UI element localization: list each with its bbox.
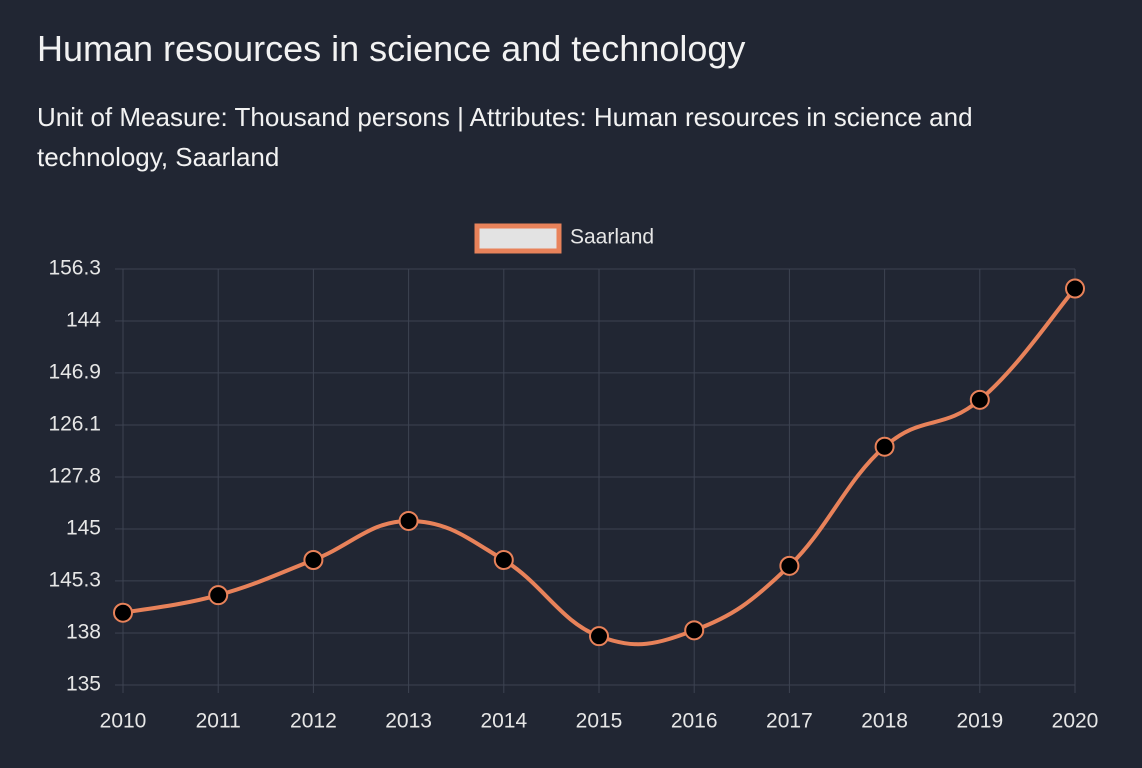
x-tick-label: 2014 bbox=[480, 710, 527, 733]
x-tick-label: 2016 bbox=[671, 710, 718, 733]
data-point bbox=[589, 626, 609, 647]
x-tick-label: 2017 bbox=[766, 710, 813, 733]
x-tick-label: 2011 bbox=[196, 710, 241, 733]
data-point bbox=[303, 550, 324, 571]
data-point bbox=[113, 602, 133, 623]
data-point bbox=[684, 620, 705, 641]
y-tick-label: 146.9 bbox=[48, 360, 101, 383]
data-point bbox=[874, 436, 895, 457]
legend-label: Saarland bbox=[570, 226, 654, 249]
data-point bbox=[1065, 278, 1085, 299]
y-tick-label: 145.3 bbox=[48, 568, 101, 591]
data-point bbox=[208, 585, 229, 606]
x-tick-label: 2012 bbox=[290, 710, 337, 733]
x-tick-label: 2018 bbox=[861, 710, 908, 733]
y-tick-label: 126.1 bbox=[48, 413, 101, 436]
legend-swatch bbox=[474, 223, 562, 254]
y-tick-label: 156.3 bbox=[48, 257, 101, 280]
chart-title: Human resources in science and technolog… bbox=[37, 28, 746, 69]
data-point bbox=[493, 550, 514, 571]
data-point bbox=[398, 510, 419, 531]
data-point bbox=[779, 555, 800, 576]
data-point bbox=[969, 389, 990, 410]
y-tick-label: 145 bbox=[66, 516, 101, 539]
y-tick-label: 127.8 bbox=[48, 465, 101, 488]
x-tick-label: 2019 bbox=[956, 710, 1003, 733]
x-tick-label: 2015 bbox=[576, 710, 623, 733]
chart-subtitle: Unit of Measure: Thousand persons | Attr… bbox=[37, 102, 973, 172]
y-tick-label: 135 bbox=[66, 673, 101, 696]
y-tick-label: 144 bbox=[66, 308, 101, 331]
x-tick-label: 2010 bbox=[100, 710, 147, 733]
y-tick-label: 138 bbox=[66, 621, 101, 644]
series-line bbox=[122, 287, 1077, 647]
x-tick-label: 2020 bbox=[1052, 710, 1099, 733]
x-tick-label: 2013 bbox=[385, 710, 432, 733]
